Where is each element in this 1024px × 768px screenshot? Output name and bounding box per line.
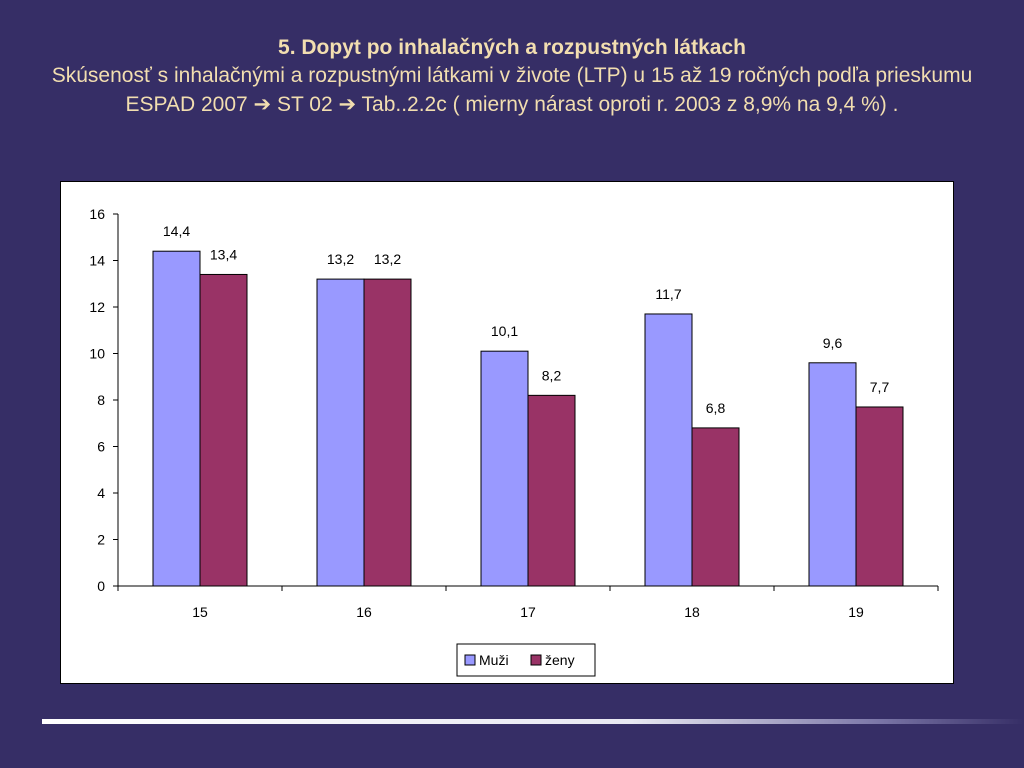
legend-swatch [464,654,476,666]
legend-swatch [530,654,542,666]
y-tick-label: 8 [97,392,105,408]
chart-frame: 0 2 4 6 8 10 12 14 16 15 16 17 18 19 14,4 13,2 10,1 11,7 9… [60,181,954,684]
data-label: 13,2 [374,251,401,267]
y-tick-label: 4 [97,485,105,501]
data-label: 7,7 [870,379,890,395]
legend-label: Muži [479,652,509,668]
x-tick-label: 18 [684,604,700,620]
bar-muzi [480,350,529,587]
bar-zeny [199,273,248,587]
x-tick-label: 19 [848,604,864,620]
slide-title: 5. Dopyt po inhalačných a rozpustných lá… [278,36,746,59]
data-label: 6,8 [706,400,726,416]
y-tick-label: 14 [89,253,105,269]
legend-label: ženy [545,652,575,668]
data-label: 13,2 [327,251,354,267]
y-tick-label: 2 [97,532,105,548]
bar-zeny [691,427,740,587]
bar-muzi [316,278,365,587]
data-label: 11,7 [655,286,681,302]
bar-muzi [808,362,857,587]
bar-muzi [152,250,201,587]
data-label: 10,1 [491,323,518,339]
x-tick-label: 15 [192,604,208,620]
data-label: 13,4 [210,246,237,262]
legend-box [456,643,596,677]
data-label: 14,4 [163,223,190,239]
bar-zeny [855,406,904,587]
slide-subtitle: Skúsenosť s inhalačnými a rozpustnými lá… [51,64,973,116]
y-tick-label: 0 [97,578,105,594]
y-tick-label: 6 [97,439,105,455]
bar-muzi [644,313,693,587]
y-tick-label: 16 [89,206,105,222]
y-tick-label: 10 [89,346,105,362]
x-tick-label: 16 [356,604,372,620]
x-tick-label: 17 [520,604,536,620]
bar-chart: 0 2 4 6 8 10 12 14 16 15 16 17 18 19 14,4 13,2 10,1 11,7 9… [89,206,939,677]
y-tick-label: 12 [89,299,105,315]
data-label: 8,2 [542,367,562,383]
bar-zeny [363,278,412,587]
data-label: 9,6 [823,335,843,351]
slide-header: 5. Dopyt po inhalačných a rozpustných lá… [40,34,984,119]
bar-zeny [527,394,576,587]
footer-divider [42,719,1024,724]
